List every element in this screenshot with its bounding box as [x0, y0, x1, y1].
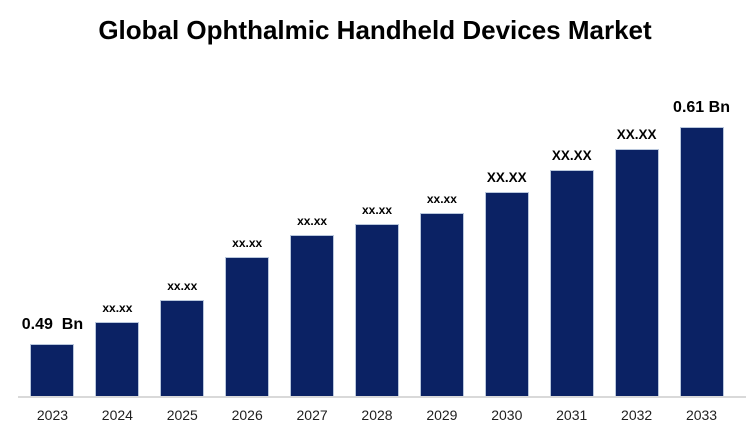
bar-group-2032: XX.XX [604, 0, 669, 396]
chart-title: Global Ophthalmic Handheld Devices Marke… [98, 15, 652, 45]
x-axis-label-2028: 2028 [361, 407, 393, 423]
x-axis-label-2031: 2031 [556, 407, 588, 423]
bar [290, 235, 335, 396]
bar-group-2025: xx.xx [150, 0, 215, 396]
value-label: xx.xx [167, 279, 198, 293]
value-label: xx.xx [232, 236, 263, 250]
value-label: xx.xx [102, 301, 133, 315]
bar [30, 344, 75, 396]
plot-area: 0.49 Bn xx.xx xx.xx xx.xx xx.xx xx.xx xx… [20, 0, 734, 396]
value-label: 0.61 Bn [673, 99, 730, 116]
x-axis-label-2029: 2029 [426, 407, 458, 423]
bar-group-2024: xx.xx [85, 0, 150, 396]
x-axis-label-2027: 2027 [296, 407, 328, 423]
bar-group-2029: xx.xx [409, 0, 474, 396]
bar [614, 149, 659, 396]
value-label: xx.xx [361, 203, 392, 217]
x-axis-label-2025: 2025 [166, 407, 198, 423]
x-axis-label-2032: 2032 [621, 407, 653, 423]
bar [549, 170, 594, 396]
value-label: XX.XX [551, 147, 592, 163]
bar [679, 127, 724, 396]
bar-group-2026: xx.xx [215, 0, 280, 396]
bar [160, 300, 205, 396]
bar [225, 257, 270, 396]
bar [354, 224, 399, 396]
x-axis-label-2023: 2023 [36, 407, 69, 423]
bar-group-2033: 0.61 Bn [669, 0, 734, 396]
bar-group-2031: XX.XX [539, 0, 604, 396]
x-axis-label-2026: 2026 [231, 407, 263, 423]
x-axis-label-2030: 2030 [491, 407, 523, 423]
bar-group-2030: XX.XX [474, 0, 539, 396]
value-label: xx.xx [297, 214, 328, 228]
bar-group-2028: xx.xx [345, 0, 410, 396]
value-label: XX.XX [486, 169, 527, 185]
bar-group-2023: 0.49 Bn [20, 0, 85, 396]
bar [419, 213, 464, 396]
value-label: XX.XX [616, 126, 657, 142]
x-axis-label-2024: 2024 [101, 407, 133, 423]
value-label: 0.49 Bn [21, 316, 84, 333]
bar-group-2027: xx.xx [280, 0, 345, 396]
bar [484, 192, 529, 396]
bar [95, 322, 140, 396]
x-axis-line [18, 396, 746, 398]
x-axis-labels: 2023 2024 2025 2026 2027 2028 2029 2030 … [20, 407, 734, 423]
value-label: xx.xx [426, 192, 457, 206]
x-axis-label-2033: 2033 [685, 407, 718, 423]
